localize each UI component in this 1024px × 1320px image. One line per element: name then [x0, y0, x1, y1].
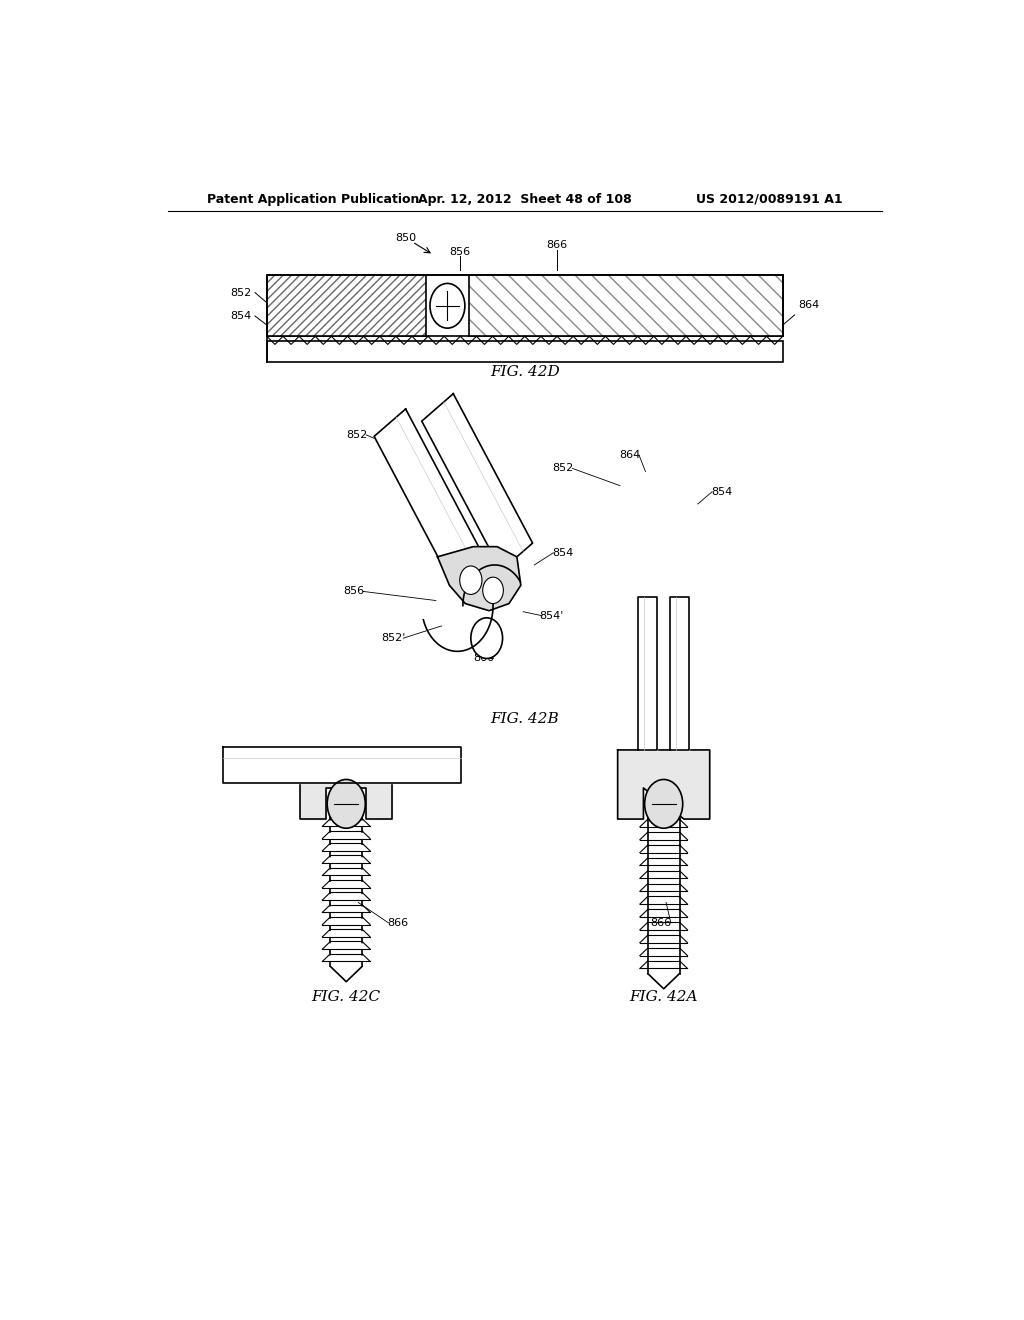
Polygon shape [323, 870, 370, 875]
Text: 866: 866 [387, 917, 409, 928]
Text: 852: 852 [234, 748, 256, 758]
Polygon shape [323, 821, 370, 826]
Text: 854: 854 [229, 312, 251, 321]
Text: 854: 854 [552, 548, 573, 558]
Text: FIG. 42C: FIG. 42C [311, 990, 381, 1005]
Text: 866: 866 [546, 240, 567, 249]
Bar [267, 342, 782, 362]
Polygon shape [323, 833, 370, 838]
Polygon shape [300, 750, 392, 818]
Circle shape [471, 618, 503, 659]
Text: 866: 866 [650, 917, 672, 928]
Polygon shape [323, 907, 370, 912]
Circle shape [645, 780, 683, 828]
Bar [267, 276, 782, 337]
Polygon shape [437, 546, 521, 611]
Polygon shape [638, 598, 657, 750]
Polygon shape [670, 598, 689, 750]
Polygon shape [323, 920, 370, 924]
Text: 860: 860 [473, 653, 495, 664]
Polygon shape [323, 883, 370, 887]
Text: 850: 850 [395, 232, 417, 243]
Text: 854: 854 [711, 487, 732, 496]
Polygon shape [422, 393, 532, 570]
Circle shape [460, 566, 482, 594]
Text: Patent Application Publication: Patent Application Publication [207, 193, 420, 206]
Polygon shape [617, 750, 710, 818]
Polygon shape [223, 747, 461, 784]
Text: 852: 852 [346, 430, 368, 440]
Bar [267, 276, 426, 337]
Text: 854: 854 [427, 766, 449, 775]
Text: 856: 856 [343, 586, 364, 597]
Text: 854': 854' [540, 611, 564, 620]
Polygon shape [648, 974, 680, 989]
Polygon shape [323, 895, 370, 900]
Bar [469, 276, 782, 337]
Text: 864: 864 [618, 450, 640, 461]
Polygon shape [323, 932, 370, 937]
Text: FIG. 42A: FIG. 42A [630, 990, 698, 1005]
Polygon shape [323, 956, 370, 961]
Text: 864: 864 [361, 758, 383, 767]
Text: FIG. 42D: FIG. 42D [489, 364, 560, 379]
Text: 852': 852' [382, 634, 407, 643]
Bar [267, 276, 426, 337]
Text: 852: 852 [229, 288, 251, 297]
Text: Apr. 12, 2012  Sheet 48 of 108: Apr. 12, 2012 Sheet 48 of 108 [418, 193, 632, 206]
Text: 852: 852 [552, 463, 573, 474]
Text: 862: 862 [494, 581, 515, 590]
Bar [469, 276, 782, 337]
Text: 864: 864 [799, 300, 820, 310]
Text: 858: 858 [459, 568, 480, 578]
Circle shape [482, 577, 504, 603]
Circle shape [328, 780, 366, 828]
Text: US 2012/0089191 A1: US 2012/0089191 A1 [695, 193, 842, 206]
Polygon shape [323, 858, 370, 863]
Text: 856: 856 [450, 247, 470, 257]
Polygon shape [323, 944, 370, 949]
Text: FIG. 42B: FIG. 42B [490, 713, 559, 726]
Circle shape [430, 284, 465, 329]
Polygon shape [374, 409, 481, 578]
Polygon shape [331, 966, 362, 982]
Polygon shape [323, 846, 370, 851]
